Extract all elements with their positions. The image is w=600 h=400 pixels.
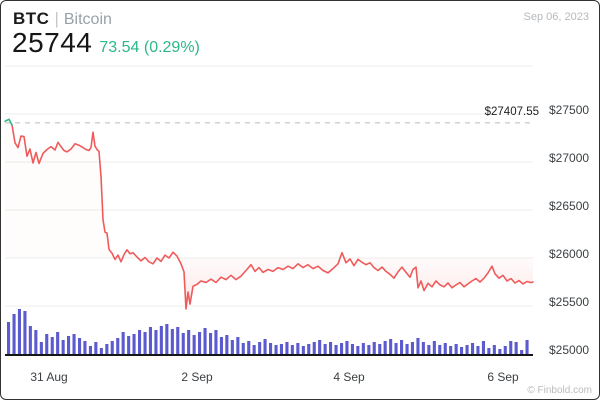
current-price: 25744 — [12, 27, 93, 58]
volume-bars — [7, 309, 529, 354]
price-line — [11, 124, 534, 310]
chart-title: BTC | Bitcoin — [13, 9, 112, 29]
asset-symbol: BTC — [13, 9, 50, 28]
watermark: © Finbold.com — [527, 385, 592, 396]
x-axis-label-31aug: 31 Aug — [30, 370, 68, 384]
price-area-fill — [5, 119, 533, 309]
price-change: 73.54 (0.29%) — [99, 39, 200, 56]
title-separator: | — [54, 9, 59, 28]
y-axis-label-26000: $26000 — [549, 247, 590, 261]
date-label: Sep 06, 2023 — [523, 11, 589, 23]
price-row: 25744 73.54 (0.29%) — [12, 27, 200, 59]
x-axis-label-4sep: 4 Sep — [333, 370, 365, 384]
y-axis-label-26500: $26500 — [549, 199, 590, 213]
asset-name: Bitcoin — [63, 11, 112, 28]
y-axis-label-25000: $25000 — [549, 343, 590, 357]
price-line-open-segment — [4, 118, 13, 126]
y-axis-label-27500: $27500 — [549, 103, 590, 117]
y-axis-label-25500: $25500 — [549, 295, 590, 309]
y-axis-label-27000: $27000 — [549, 151, 590, 165]
reference-price-label: $27407.55 — [484, 106, 539, 118]
x-axis-label-2sep: 2 Sep — [181, 370, 213, 384]
x-axis-label-6sep: 6 Sep — [487, 370, 519, 384]
